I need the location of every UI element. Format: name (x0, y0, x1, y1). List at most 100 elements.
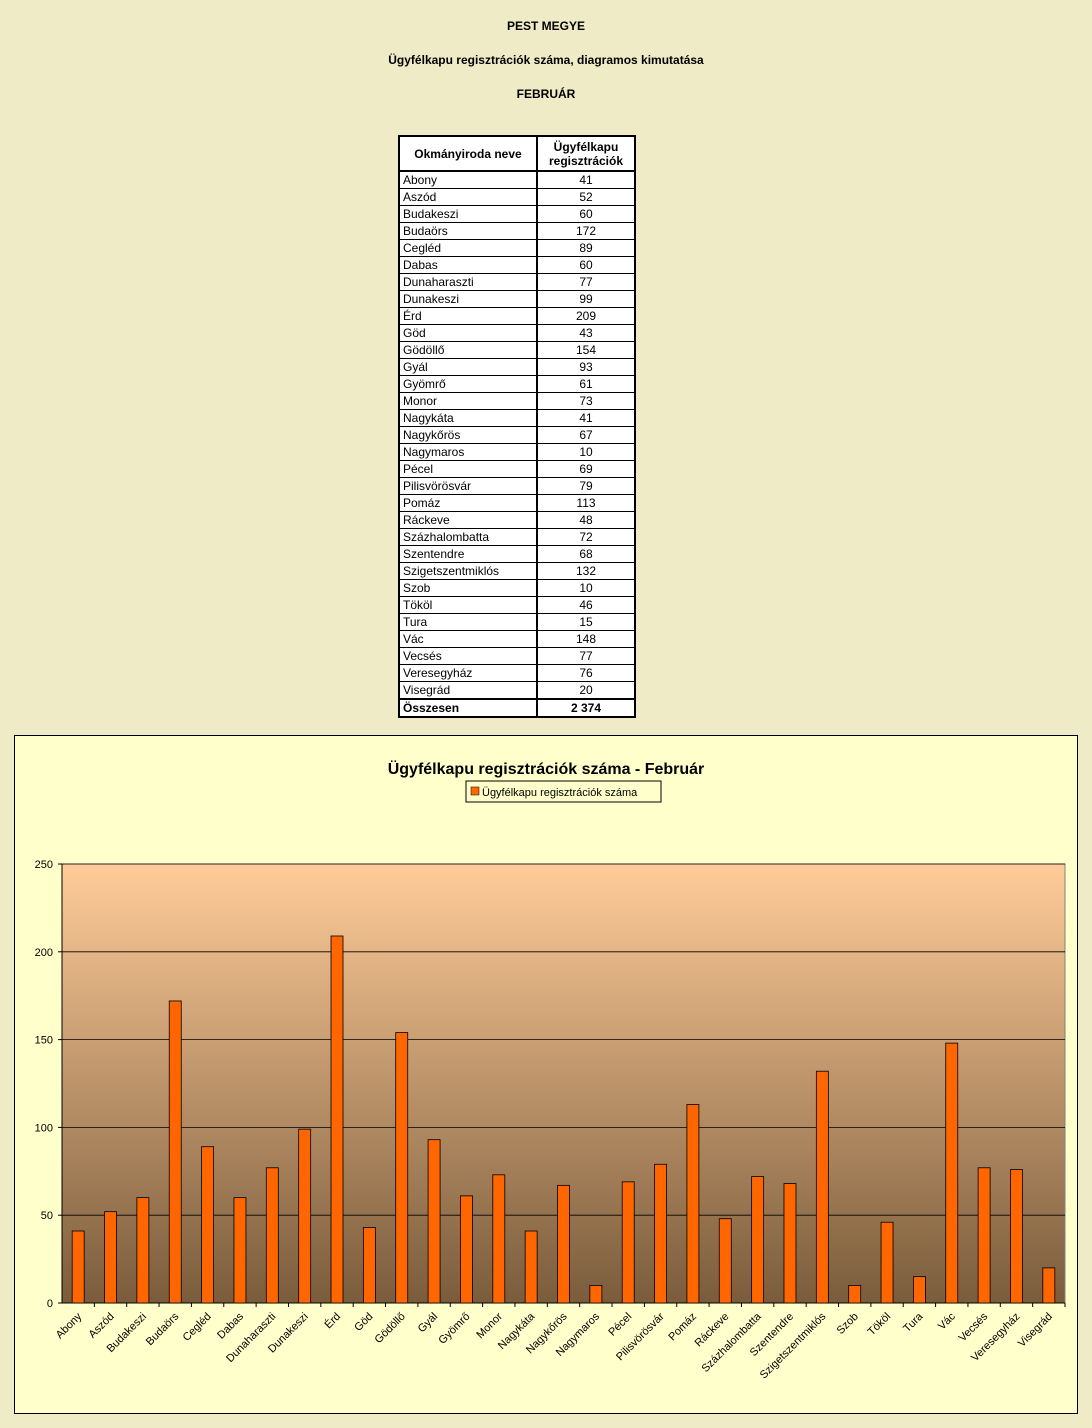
bar (654, 1163, 667, 1304)
bar (201, 1146, 214, 1304)
legend-label: Ügyfélkapu regisztrációk száma (482, 787, 638, 799)
chart-title: Ügyfélkapu regisztrációk száma - Február (388, 759, 705, 778)
office-name-cell: Szentendre (398, 545, 538, 563)
registration-count-cell: 93 (536, 358, 636, 376)
registration-count-cell: 52 (536, 188, 636, 206)
table-row: Pécel 69 (398, 460, 636, 478)
bar (686, 1104, 700, 1304)
table-row: Dabas 60 (398, 256, 636, 274)
table-row: Pomáz 113 (398, 494, 636, 512)
column-header-line2: regisztrációk (548, 153, 624, 168)
registration-count-cell: 15 (536, 613, 636, 631)
y-tick-label: 150 (35, 1035, 53, 1047)
registration-count-cell: 61 (536, 375, 636, 393)
x-tick-label: Gödöllő (373, 1311, 408, 1346)
bar (362, 1227, 376, 1304)
bar (783, 1183, 797, 1304)
office-name-cell: Budaörs (398, 222, 538, 240)
office-name-cell: Pomáz (398, 494, 538, 512)
registration-count-cell: 10 (536, 443, 636, 461)
bar (427, 1139, 441, 1304)
registration-count-cell: 154 (536, 341, 636, 359)
y-tick-label: 200 (35, 947, 53, 959)
bar (557, 1184, 570, 1304)
total-value: 2 374 (536, 698, 636, 718)
page-title: PEST MEGYE (506, 19, 586, 33)
table-row: Abony 41 (398, 170, 636, 189)
bar (913, 1276, 926, 1304)
office-name-cell: Visegrád (398, 681, 538, 700)
table-row: Visegrád 20 (398, 681, 636, 700)
registration-count-cell: 46 (536, 596, 636, 614)
x-tick-label: Tököl (866, 1311, 894, 1339)
registration-count-cell: 172 (536, 222, 636, 240)
x-tick-label: Aszód (87, 1311, 117, 1341)
table-row: Nagymaros 10 (398, 443, 636, 461)
office-name-cell: Aszód (398, 188, 538, 206)
bar (265, 1167, 279, 1304)
table-row: Gyál 93 (398, 358, 636, 376)
column-header-line1: Ügyfélkapu (553, 139, 619, 154)
bar (71, 1230, 85, 1304)
office-name-cell: Abony (398, 170, 538, 189)
bar (233, 1197, 247, 1304)
bar (104, 1211, 117, 1304)
registration-count-cell: 60 (536, 256, 636, 274)
office-name-cell: Veresegyház (398, 664, 538, 682)
table-row: Nagykáta 41 (398, 409, 636, 427)
table-row: Szigetszentmiklós 132 (398, 562, 636, 580)
office-name-cell: Budakeszi (398, 205, 538, 223)
registration-count-cell: 99 (536, 290, 636, 308)
x-tick-label: Visegrád (1016, 1311, 1055, 1350)
y-tick-label: 100 (35, 1122, 53, 1134)
bar (589, 1285, 603, 1304)
bar (524, 1230, 538, 1304)
registration-count-cell: 113 (536, 494, 636, 512)
office-name-cell: Gyömrő (398, 375, 538, 393)
table-row: Budakeszi 60 (398, 205, 636, 223)
chart-area: Ügyfélkapu regisztrációk száma - Február… (14, 735, 1078, 1414)
office-name-cell: Tura (398, 613, 538, 631)
office-name-cell: Pécel (398, 460, 538, 478)
y-tick-label: 0 (47, 1298, 53, 1310)
table-row: Dunakeszi 99 (398, 290, 636, 308)
table-row: Vác 148 (398, 630, 636, 648)
bar (751, 1176, 765, 1304)
table-row: Százhalombatta 72 (398, 528, 636, 546)
x-tick-label: Göd (352, 1311, 375, 1334)
registration-count-cell: 60 (536, 205, 636, 223)
y-tick-label: 50 (41, 1210, 53, 1222)
office-name-cell: Gödöllő (398, 341, 538, 359)
office-name-cell: Tököl (398, 596, 538, 614)
bar (1010, 1169, 1023, 1304)
table-row: Szob 10 (398, 579, 636, 597)
table-row: Gödöllő 154 (398, 341, 636, 359)
registration-count-cell: 10 (536, 579, 636, 597)
bar (492, 1174, 506, 1304)
registration-count-cell: 77 (536, 647, 636, 665)
registration-count-cell: 79 (536, 477, 636, 495)
office-name-cell: Cegléd (398, 239, 538, 257)
x-tick-label: Érd (322, 1310, 343, 1331)
table-row: Monor 73 (398, 392, 636, 410)
bar (945, 1042, 959, 1304)
office-name-cell: Dabas (398, 256, 538, 274)
bar (168, 1000, 182, 1304)
bar (1042, 1267, 1056, 1304)
table-row: Cegléd 89 (398, 239, 636, 257)
office-name-cell: Dunaharaszti (398, 273, 538, 291)
x-tick-label: Dabas (215, 1310, 246, 1341)
registration-count-cell: 148 (536, 630, 636, 648)
bar (330, 935, 344, 1304)
registration-count-cell: 67 (536, 426, 636, 444)
registration-count-cell: 209 (536, 307, 636, 325)
table-total-row: Összesen 2 374 (398, 698, 636, 718)
registration-count-cell: 43 (536, 324, 636, 342)
table-row: Vecsés 77 (398, 647, 636, 665)
registration-count-cell: 41 (536, 409, 636, 427)
table-row: Szentendre 68 (398, 545, 636, 563)
office-name-cell: Szigetszentmiklós (398, 562, 538, 580)
office-name-cell: Dunakeszi (398, 290, 538, 308)
table-row: Pilisvörösvár 79 (398, 477, 636, 495)
x-tick-label: Gyömrő (436, 1311, 472, 1347)
